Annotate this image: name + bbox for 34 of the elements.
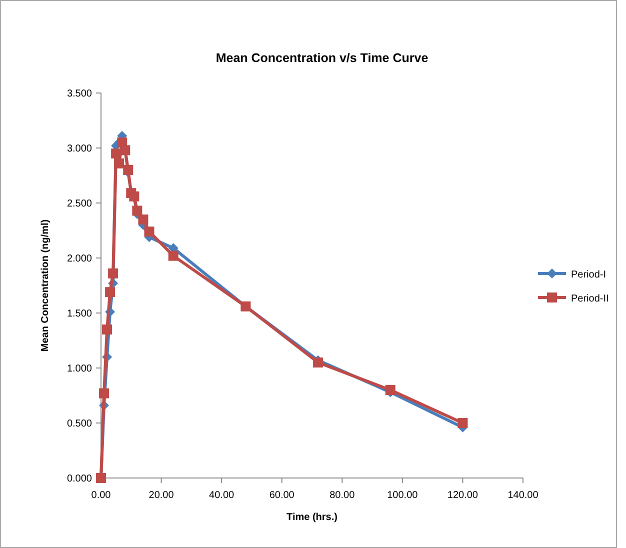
point — [313, 358, 324, 368]
x-axis-title: Time (hrs.) — [286, 512, 338, 523]
point — [99, 388, 110, 398]
point — [132, 206, 142, 216]
x-tick-label: 60.00 — [269, 490, 295, 501]
x-tick-label: 40.00 — [209, 490, 235, 501]
y-tick-label: 0.500 — [66, 418, 92, 430]
point — [102, 324, 112, 334]
chart-title: Mean Concentration v/s Time Curve — [216, 51, 428, 65]
point — [108, 268, 118, 278]
y-tick-label: 3.000 — [66, 144, 92, 154]
x-tick-label: 20.00 — [148, 490, 174, 501]
legend-label: Period-II — [571, 294, 609, 304]
x-tick-label: 100.00 — [387, 490, 418, 501]
x-tick-label: 0.00 — [91, 490, 112, 501]
point — [123, 165, 134, 175]
x-tick-label: 120.00 — [447, 490, 478, 501]
x-tick-label: 140.00 — [508, 490, 539, 501]
point — [458, 418, 468, 428]
y-axis-title: Mean Concentration (ng/ml) — [40, 219, 51, 352]
y-tick-label: 0.000 — [66, 474, 92, 484]
y-tick-label: 3.500 — [66, 88, 92, 100]
point — [168, 250, 178, 261]
y-tick-label: 1.000 — [66, 364, 92, 374]
point — [385, 385, 396, 395]
point — [105, 287, 116, 298]
x-tick-label: 80.00 — [330, 490, 356, 501]
y-tick-label: 2.500 — [66, 198, 92, 210]
point — [144, 226, 154, 237]
point — [114, 158, 124, 168]
y-tick-label: 2.000 — [66, 254, 92, 264]
point — [138, 214, 148, 224]
legend-label: Period-I — [571, 270, 606, 280]
y-tick-label: 1.500 — [66, 308, 92, 320]
